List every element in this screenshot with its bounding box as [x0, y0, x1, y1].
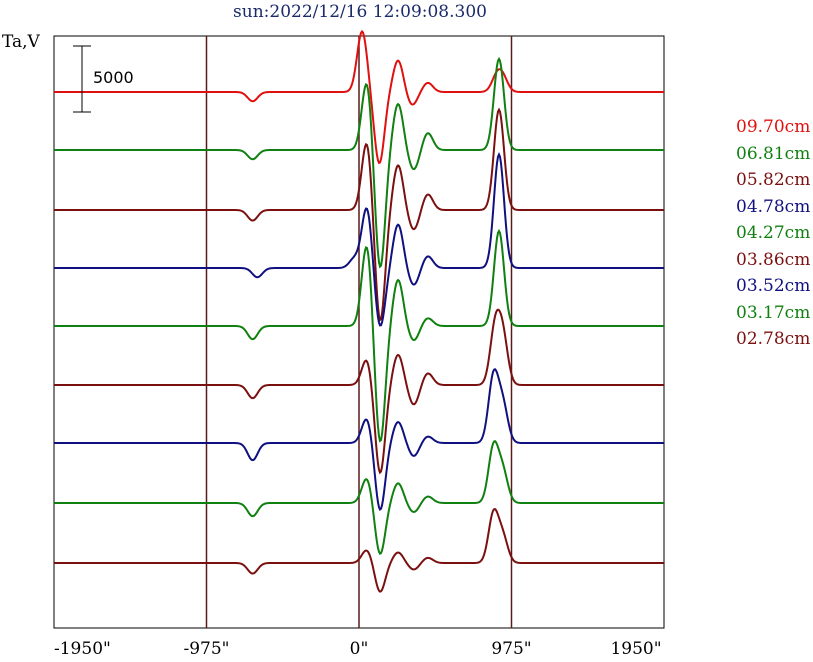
x-tick-label: 975" — [491, 639, 531, 659]
legend-entry: 03.52cm — [736, 276, 811, 296]
legend-entry: 03.17cm — [736, 302, 811, 323]
x-tick-label: 1950" — [610, 639, 661, 659]
legend-entry: 04.78cm — [736, 196, 811, 217]
series-line-06.81cm — [54, 56, 664, 269]
legend-entry: 09.70cm — [736, 117, 811, 137]
x-axis-ticks: -1950" -975" 0" 975" 1950" — [54, 639, 662, 659]
y-axis-label: Ta,V — [2, 32, 40, 52]
series-line-04.78cm — [54, 152, 664, 327]
x-tick-label: -975" — [183, 639, 229, 659]
x-tick-label: -1950" — [54, 639, 111, 659]
legend-entry: 02.78cm — [736, 329, 811, 349]
chart-title: sun:2022/12/16 12:09:08.300 — [233, 2, 487, 22]
legend-entry: 05.82cm — [736, 170, 811, 190]
scale-bar-label: 5000 — [93, 68, 134, 87]
legend-entry: 06.81cm — [736, 143, 811, 164]
x-tick-label: 0" — [350, 639, 369, 659]
series-line-03.17cm — [54, 440, 664, 555]
legend-entry: 03.86cm — [736, 249, 811, 270]
scale-bar: 5000 — [73, 45, 134, 113]
series-line-03.52cm — [54, 367, 664, 512]
series-line-03.86cm — [54, 308, 664, 475]
series-line-04.27cm — [54, 228, 664, 443]
legend-entry: 04.27cm — [736, 223, 811, 243]
series-line-05.82cm — [54, 107, 664, 322]
chart-plot: 5000 -1950" -975" 0" 975" 1950" — [53, 29, 665, 659]
series-traces — [54, 29, 664, 593]
series-line-02.78cm — [54, 507, 664, 593]
series-line-09.70cm — [54, 29, 664, 165]
